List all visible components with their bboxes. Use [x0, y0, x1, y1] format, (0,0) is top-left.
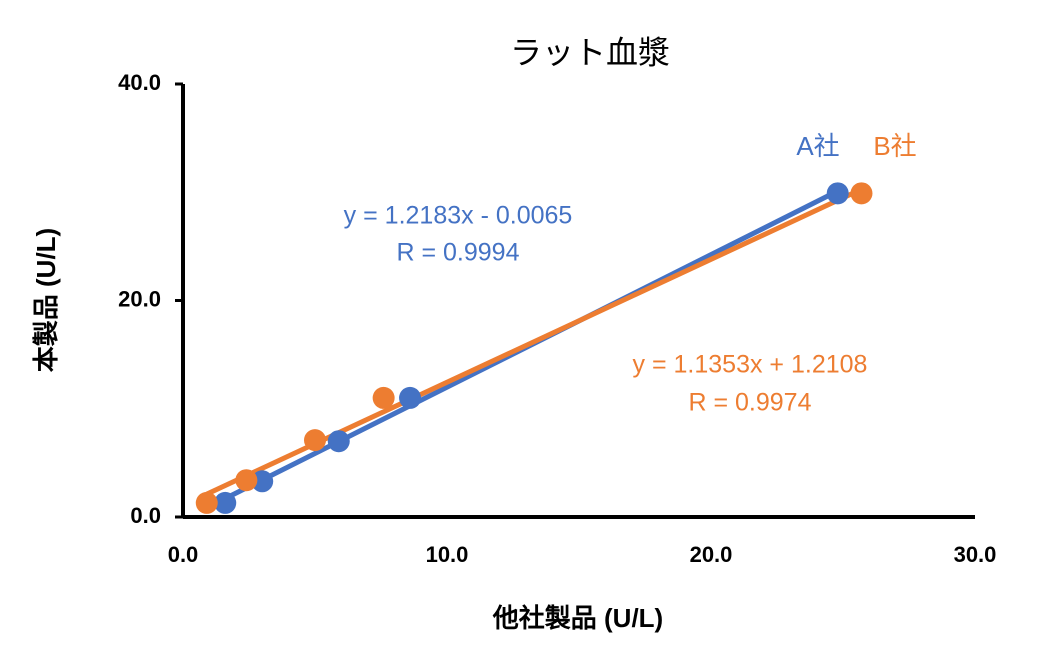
point: [399, 386, 422, 409]
x-tick-label: 30.0: [954, 542, 997, 567]
x-tick-label: 0.0: [168, 542, 199, 567]
r-value: R = 0.9994: [396, 239, 519, 267]
point: [826, 182, 849, 205]
x-tick-label: 10.0: [426, 542, 469, 567]
trendline: [205, 187, 863, 497]
point: [327, 430, 350, 453]
equation: y = 1.2183x - 0.0065: [344, 202, 573, 230]
point: [850, 182, 873, 205]
series-label: B社: [873, 131, 916, 161]
y-tick-label: 40.0: [118, 70, 161, 95]
point: [304, 429, 326, 452]
point: [235, 469, 258, 492]
x-axis-title: 他社製品 (U/L): [492, 603, 663, 633]
equation: y = 1.1353x + 1.2108: [633, 351, 868, 379]
y-tick-label: 0.0: [130, 503, 161, 528]
point: [372, 386, 395, 409]
point: [195, 491, 218, 514]
r-value: R = 0.9974: [688, 389, 811, 417]
y-axis-title: 本製品 (U/L): [31, 228, 61, 372]
series-label: A社: [796, 131, 839, 161]
point: [214, 491, 237, 514]
point: [251, 470, 274, 493]
chart-title: ラット血漿: [510, 34, 670, 70]
y-tick-label: 20.0: [118, 286, 161, 311]
x-tick-label: 20.0: [690, 542, 733, 567]
